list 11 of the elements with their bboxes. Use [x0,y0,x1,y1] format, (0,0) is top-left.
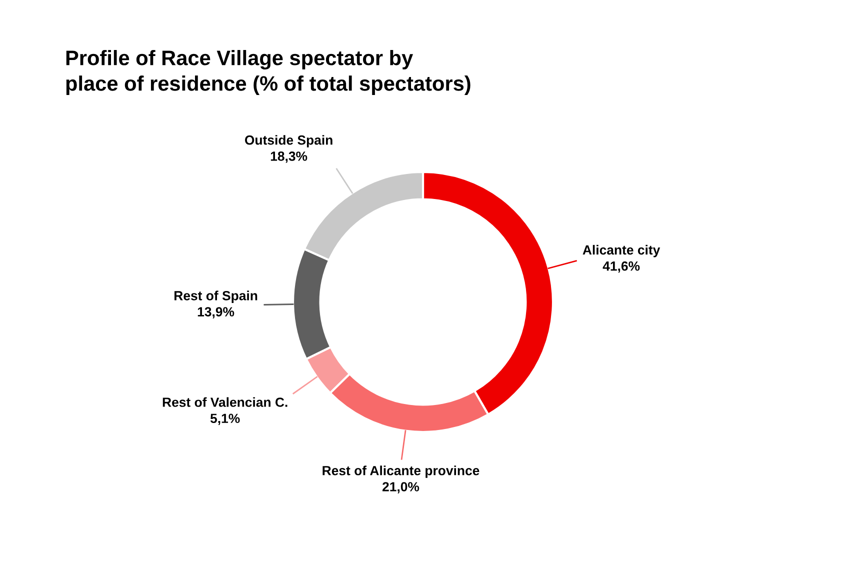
data-label: 21,0% [382,482,420,494]
slice-label: Rest of Spain [174,290,258,303]
slice-label: Alicante city [582,244,660,258]
chart-title: Profile of Race Village spectator by place of residence (% of total spectators) [66,50,470,95]
data-label: 18,3% [270,152,308,163]
data-label: 13,9% [198,307,234,318]
data-label: 5,1% [210,414,240,425]
data-label: 41,6% [602,261,640,273]
slice-label: Rest of Alicante province [322,466,480,478]
slice-label: Outside Spain [244,135,332,148]
slice-label: Rest of Valencian C. [162,397,288,407]
